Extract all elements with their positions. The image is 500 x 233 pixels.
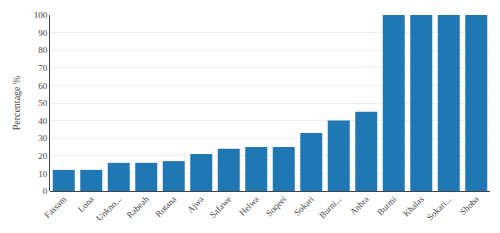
svg-text:Burmi: Burmi — [375, 194, 399, 218]
svg-text:Percentage %: Percentage % — [11, 76, 22, 131]
svg-text:60: 60 — [38, 81, 48, 91]
svg-text:Sokari: Sokari — [292, 194, 316, 218]
svg-text:Burni...: Burni... — [317, 194, 343, 220]
svg-text:50: 50 — [38, 98, 48, 108]
svg-text:Safawe: Safawe — [208, 194, 234, 220]
svg-text:Sokari...: Sokari... — [425, 194, 453, 222]
svg-text:80: 80 — [38, 45, 48, 55]
svg-text:90: 90 — [38, 28, 48, 38]
svg-text:Helwa: Helwa — [237, 194, 261, 218]
svg-text:Anbra: Anbra — [348, 194, 371, 217]
svg-text:Soqeei: Soqeei — [264, 194, 289, 219]
svg-text:10: 10 — [38, 169, 48, 179]
svg-text:Rabeah: Rabeah — [125, 194, 152, 221]
svg-text:0: 0 — [43, 186, 48, 196]
svg-text:20: 20 — [38, 151, 48, 161]
svg-text:Lona: Lona — [76, 194, 96, 214]
svg-text:40: 40 — [38, 116, 48, 126]
svg-text:Rotana: Rotana — [153, 194, 178, 219]
svg-text:70: 70 — [38, 63, 48, 73]
svg-text:Ajwa: Ajwa — [185, 194, 206, 215]
svg-text:Khalas: Khalas — [401, 194, 426, 219]
svg-text:Shoba: Shoba — [458, 194, 481, 217]
svg-text:100: 100 — [34, 10, 48, 20]
svg-text:Fassam: Fassam — [42, 194, 68, 220]
svg-text:30: 30 — [38, 133, 48, 143]
svg-text:Unkno...: Unkno... — [94, 194, 123, 223]
